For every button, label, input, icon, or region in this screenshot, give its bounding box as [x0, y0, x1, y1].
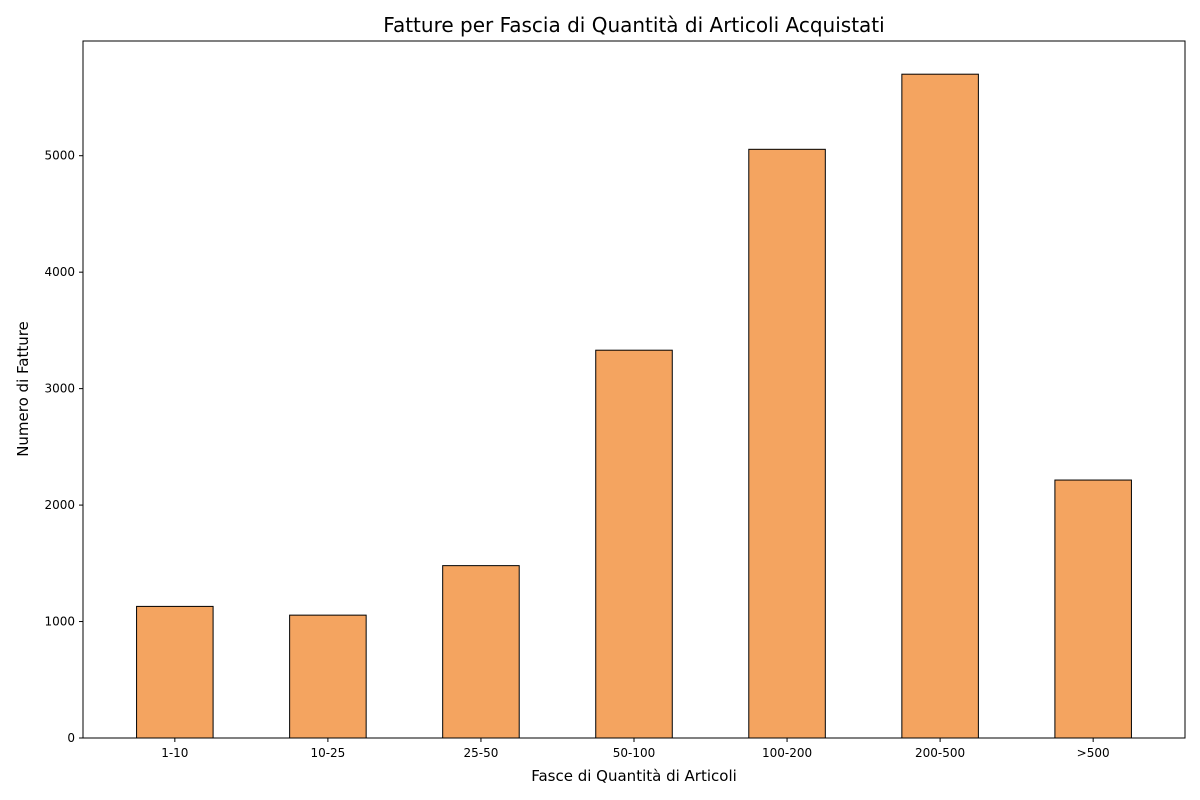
- x-tick-label: 1-10: [161, 746, 188, 760]
- y-tick-label: 1000: [44, 615, 75, 629]
- bar->500: [1054, 479, 1132, 739]
- bar-50-100: [595, 349, 673, 739]
- bar-10-25: [289, 614, 367, 739]
- bars-group: [136, 73, 1132, 739]
- y-tick-label: 0: [67, 731, 75, 745]
- y-tick-label: 4000: [44, 265, 75, 279]
- bar-25-50: [442, 565, 520, 739]
- x-axis-title: Fasce di Quantità di Articoli: [531, 767, 737, 785]
- chart-title: Fatture per Fascia di Quantità di Artico…: [383, 13, 884, 37]
- y-axis: 0 1000 2000 3000 4000 5000: [44, 149, 83, 745]
- x-axis: 1-10 10-25 25-50 50-100 100-200 200-500 >500: [161, 738, 1110, 760]
- y-axis-title: Numero di Fatture: [14, 321, 32, 457]
- bar-1-10: [136, 605, 214, 739]
- x-tick-label: 25-50: [464, 746, 499, 760]
- bar-100-200: [748, 148, 826, 739]
- y-tick-label: 2000: [44, 498, 75, 512]
- y-tick-label: 3000: [44, 382, 75, 396]
- x-tick-label: 200-500: [915, 746, 965, 760]
- x-tick-label: >500: [1077, 746, 1110, 760]
- y-tick-label: 5000: [44, 149, 75, 163]
- x-tick-label: 10-25: [310, 746, 345, 760]
- bar-200-500: [901, 73, 979, 739]
- x-tick-label: 100-200: [762, 746, 812, 760]
- x-tick-label: 50-100: [613, 746, 656, 760]
